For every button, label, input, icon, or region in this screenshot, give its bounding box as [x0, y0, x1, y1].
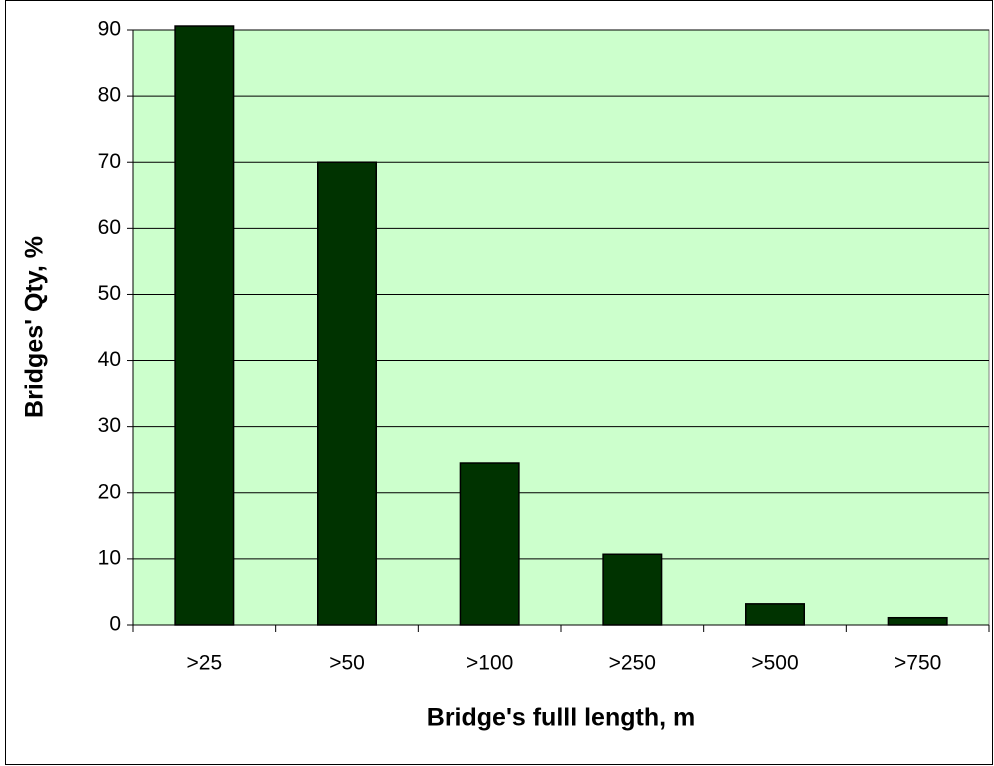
bar [174, 25, 235, 626]
x-tick-label: >100 [466, 652, 513, 675]
y-tick-label: 40 [98, 348, 121, 371]
bar [887, 616, 948, 626]
y-tick-label: 20 [98, 480, 121, 503]
y-tick-label: 90 [98, 18, 121, 41]
y-tick-label: 30 [98, 414, 121, 437]
bar [317, 161, 377, 626]
y-tick-label: 10 [98, 546, 121, 569]
y-axis-title: Bridges' Qty, % [21, 236, 49, 418]
x-tick-label: >750 [894, 652, 941, 675]
x-tick-label: >25 [187, 652, 223, 675]
bar [602, 553, 663, 626]
bar [459, 462, 520, 626]
x-tick-label: >500 [751, 652, 798, 675]
plot-area [132, 29, 990, 626]
bar [745, 603, 805, 626]
y-tick-label: 70 [98, 150, 121, 173]
x-tick-label: >50 [329, 652, 365, 675]
y-tick-label: 0 [109, 613, 121, 636]
x-axis-title: Bridge's fulll length, m [427, 704, 695, 732]
y-tick-label: 50 [98, 282, 121, 305]
x-tick-label: >250 [609, 652, 656, 675]
y-tick-label: 80 [98, 84, 121, 107]
y-tick-label: 60 [98, 216, 121, 239]
